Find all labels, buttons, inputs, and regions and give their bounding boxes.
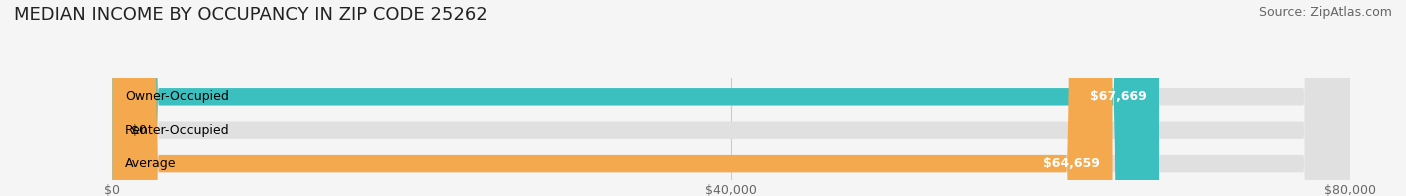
Text: MEDIAN INCOME BY OCCUPANCY IN ZIP CODE 25262: MEDIAN INCOME BY OCCUPANCY IN ZIP CODE 2… (14, 6, 488, 24)
Text: $0: $0 (131, 124, 148, 137)
FancyBboxPatch shape (112, 0, 1159, 196)
Text: Average: Average (125, 157, 176, 170)
Text: Owner-Occupied: Owner-Occupied (125, 90, 229, 103)
Text: Source: ZipAtlas.com: Source: ZipAtlas.com (1258, 6, 1392, 19)
Text: $64,659: $64,659 (1043, 157, 1099, 170)
FancyBboxPatch shape (112, 0, 1350, 196)
FancyBboxPatch shape (112, 0, 1350, 196)
Text: $67,669: $67,669 (1090, 90, 1147, 103)
Text: Renter-Occupied: Renter-Occupied (125, 124, 229, 137)
FancyBboxPatch shape (112, 0, 1350, 196)
FancyBboxPatch shape (112, 0, 1112, 196)
